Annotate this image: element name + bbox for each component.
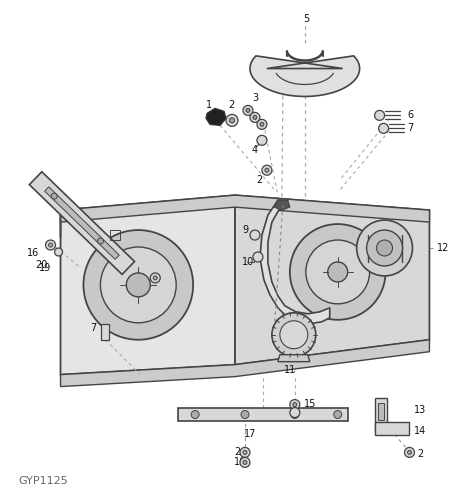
Text: 2: 2 — [234, 448, 240, 458]
Polygon shape — [61, 195, 235, 374]
Polygon shape — [278, 354, 310, 362]
Text: 10: 10 — [242, 257, 254, 267]
Text: 16: 16 — [27, 248, 39, 258]
Text: 7: 7 — [91, 323, 97, 333]
Text: 19: 19 — [38, 263, 51, 273]
Polygon shape — [61, 195, 429, 222]
Text: 20: 20 — [36, 260, 48, 270]
Circle shape — [243, 106, 253, 116]
Polygon shape — [235, 195, 429, 364]
Circle shape — [379, 124, 389, 134]
Circle shape — [280, 321, 308, 348]
Text: 1: 1 — [206, 100, 212, 110]
Text: 11: 11 — [284, 364, 296, 374]
Circle shape — [334, 410, 342, 418]
Polygon shape — [378, 402, 383, 419]
Circle shape — [291, 410, 299, 418]
Polygon shape — [260, 200, 330, 324]
Circle shape — [150, 273, 160, 283]
Polygon shape — [178, 408, 347, 422]
Circle shape — [51, 193, 57, 199]
Circle shape — [262, 165, 272, 175]
Circle shape — [250, 230, 260, 240]
Text: 7: 7 — [408, 124, 414, 134]
Text: 12: 12 — [438, 243, 450, 253]
Circle shape — [366, 230, 402, 266]
Circle shape — [226, 114, 238, 126]
Text: 4: 4 — [252, 146, 258, 156]
Text: 5: 5 — [304, 14, 310, 24]
Circle shape — [257, 136, 267, 145]
Text: 16: 16 — [234, 458, 246, 468]
Circle shape — [240, 458, 250, 468]
Polygon shape — [250, 56, 360, 96]
Polygon shape — [374, 398, 387, 432]
Text: 6: 6 — [408, 110, 414, 120]
Circle shape — [250, 112, 260, 122]
Circle shape — [153, 276, 157, 280]
Circle shape — [240, 448, 250, 458]
Text: 2: 2 — [256, 175, 262, 185]
Polygon shape — [45, 187, 119, 260]
Text: 2: 2 — [418, 450, 424, 460]
Circle shape — [257, 120, 267, 130]
Circle shape — [293, 402, 297, 406]
Polygon shape — [206, 108, 226, 126]
Circle shape — [290, 408, 300, 418]
Circle shape — [253, 252, 263, 262]
Text: 2: 2 — [228, 100, 234, 110]
Circle shape — [272, 313, 316, 356]
Text: 9: 9 — [242, 225, 248, 235]
Text: 18: 18 — [142, 287, 155, 297]
Circle shape — [408, 450, 411, 454]
Circle shape — [100, 247, 176, 323]
Circle shape — [306, 240, 370, 304]
Circle shape — [253, 116, 257, 119]
Circle shape — [260, 122, 264, 126]
Circle shape — [374, 110, 384, 120]
Polygon shape — [374, 422, 410, 436]
Circle shape — [404, 448, 414, 458]
Circle shape — [328, 262, 347, 282]
Circle shape — [290, 400, 300, 409]
Circle shape — [98, 238, 103, 244]
Text: 3: 3 — [252, 94, 258, 104]
Circle shape — [55, 248, 63, 256]
Circle shape — [290, 224, 385, 320]
Circle shape — [191, 410, 199, 418]
Circle shape — [241, 410, 249, 418]
Circle shape — [127, 273, 150, 297]
Circle shape — [243, 460, 247, 464]
Text: 15: 15 — [304, 398, 316, 408]
Circle shape — [229, 118, 235, 123]
Circle shape — [83, 230, 193, 340]
Text: 13: 13 — [413, 404, 426, 414]
Text: 17: 17 — [244, 430, 256, 440]
Polygon shape — [29, 172, 135, 274]
Circle shape — [265, 168, 269, 172]
Polygon shape — [61, 340, 429, 386]
Circle shape — [48, 243, 53, 247]
Circle shape — [246, 108, 250, 112]
Circle shape — [356, 220, 412, 276]
Polygon shape — [101, 324, 109, 340]
Circle shape — [243, 450, 247, 454]
Text: 14: 14 — [413, 426, 426, 436]
Circle shape — [46, 240, 55, 250]
Polygon shape — [274, 200, 290, 210]
Circle shape — [376, 240, 392, 256]
Text: GYP1125: GYP1125 — [18, 476, 68, 486]
